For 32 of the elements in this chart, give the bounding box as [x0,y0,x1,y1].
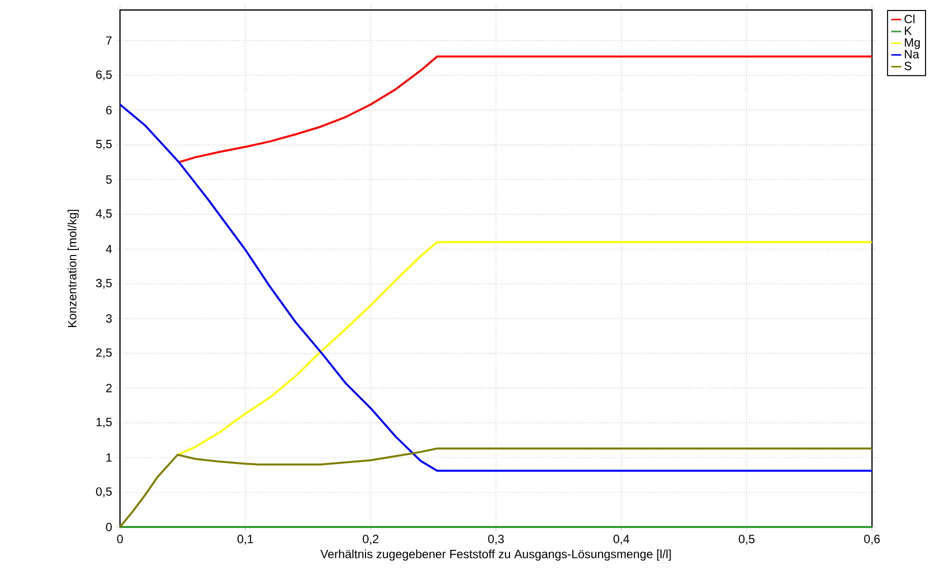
x-tick-label: 0,5 [738,534,754,545]
line-series [119,104,874,472]
y-tick-label: 6 [106,106,112,114]
y-tick-label: 0 [106,522,112,532]
x-tick-label: 0 [117,534,123,544]
line-series [176,241,874,456]
x-tick-label: 0,2 [362,534,378,545]
y-tick-label: 7 [106,36,112,45]
y-tick-label: 2,5 [96,348,112,358]
y-tick-label: 3,5 [96,278,112,289]
y-tick-label: 1,5 [96,418,112,428]
legend-label: K [904,26,912,35]
y-tick-label: 3 [106,314,112,323]
legend-label: S [904,62,912,70]
y-tick-label: 4 [106,244,112,254]
legend-label: Cl [904,14,914,24]
x-tick-label: 0,3 [488,534,504,545]
y-axis-title: Konzentration [mol/kg] [68,210,79,327]
y-tick-label: 4,5 [96,209,112,220]
legend-label: Na [904,50,920,58]
line-series [178,56,874,164]
x-tick-label: 0,1 [237,534,254,545]
legend-label: Mg [904,38,920,50]
y-tick-label: 5,5 [96,140,112,150]
x-tick-label: 0,4 [613,534,630,545]
x-tick-label: 0,6 [864,534,880,545]
y-tick-label: 1 [106,453,112,462]
y-tick-label: 0,5 [96,487,112,498]
y-tick-label: 6,5 [96,70,112,80]
y-tick-label: 2 [106,384,112,392]
y-tick-label: 5 [106,175,112,184]
x-axis-title: Verhältnis zugegebener Feststoff zu Ausgangs-Lösungsmenge [l/l] [320,549,671,561]
